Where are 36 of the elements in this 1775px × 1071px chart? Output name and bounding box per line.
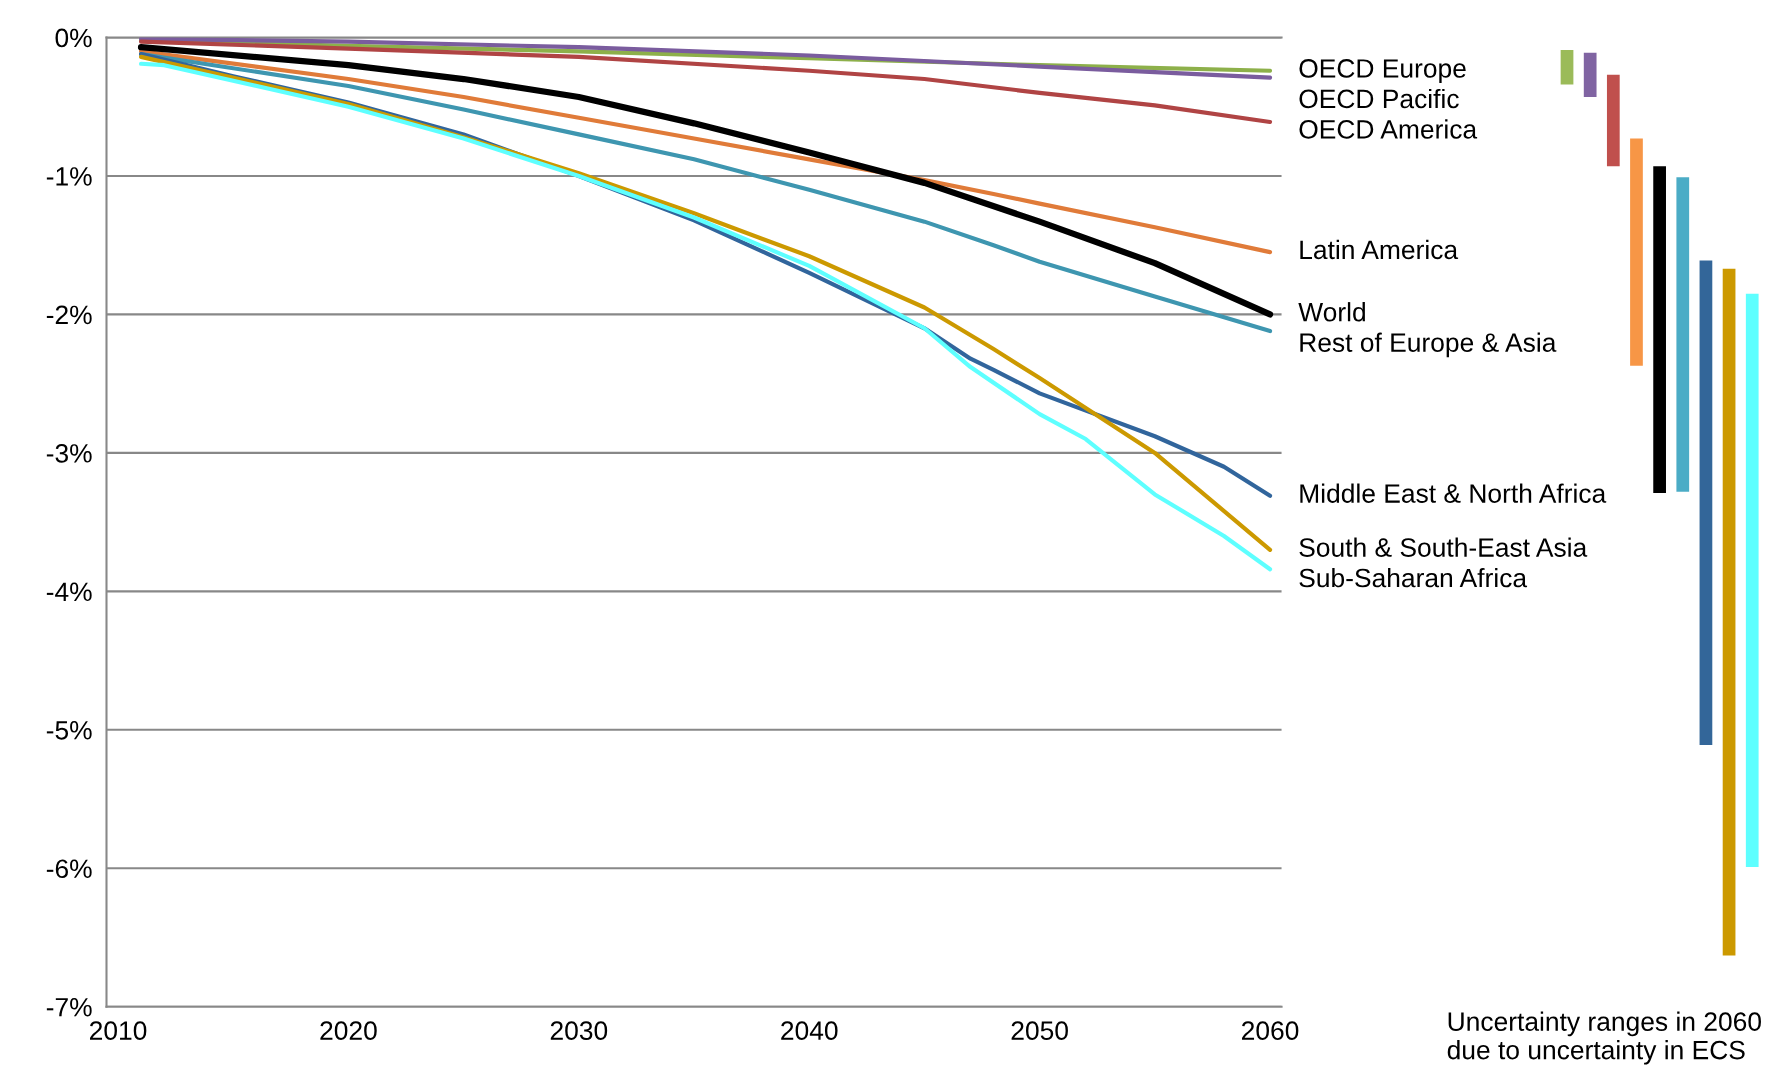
y-tick-label: 0% (55, 28, 92, 48)
series-label: South & South-East Asia (1299, 537, 1588, 557)
bar (1745, 293, 1759, 867)
series-label: Latin America (1300, 239, 1459, 260)
x-tick-label: 2040 (781, 1021, 838, 1041)
series-label: OECD Europe (1299, 59, 1466, 84)
bar (1630, 138, 1643, 366)
bar (1653, 166, 1666, 494)
x-tick-label: 2060 (1242, 1021, 1299, 1041)
y-tick-label: -4% (46, 582, 92, 602)
bar (1699, 260, 1713, 746)
y-tick-label: -5% (46, 721, 92, 740)
x-tick-label: 2020 (320, 1021, 377, 1041)
x-tick-label: 2010 (90, 1021, 147, 1041)
x-axis-title: Uncertainty ranges in 2060 due to uncertainty in ECS (1447, 1011, 1761, 1065)
y-tick-label: -2% (46, 305, 92, 325)
bar (1722, 268, 1736, 956)
line-series (138, 37, 1273, 80)
bar (1676, 177, 1690, 492)
series-label: Middle East & North Africa (1300, 483, 1607, 503)
series-label: Rest of Europe & Asia (1300, 332, 1557, 358)
y-tick-label: -6% (46, 859, 92, 879)
x-tick-label: 2050 (1011, 1021, 1068, 1041)
x-tick-label: 2030 (550, 1021, 608, 1041)
line-series (138, 39, 1273, 125)
y-tick-label: -7% (46, 997, 92, 1017)
y-tick-label: -1% (46, 167, 92, 186)
line-series (138, 49, 1273, 255)
series-label: World (1298, 302, 1365, 322)
bar (1583, 52, 1597, 98)
y-tick-label: -3% (46, 444, 92, 463)
series-label: OECD Pacific (1299, 88, 1459, 109)
series-label: OECD America (1299, 119, 1478, 139)
bar (1560, 49, 1574, 85)
series-label: Sub-Saharan Africa (1299, 567, 1528, 588)
bar (1606, 74, 1620, 167)
